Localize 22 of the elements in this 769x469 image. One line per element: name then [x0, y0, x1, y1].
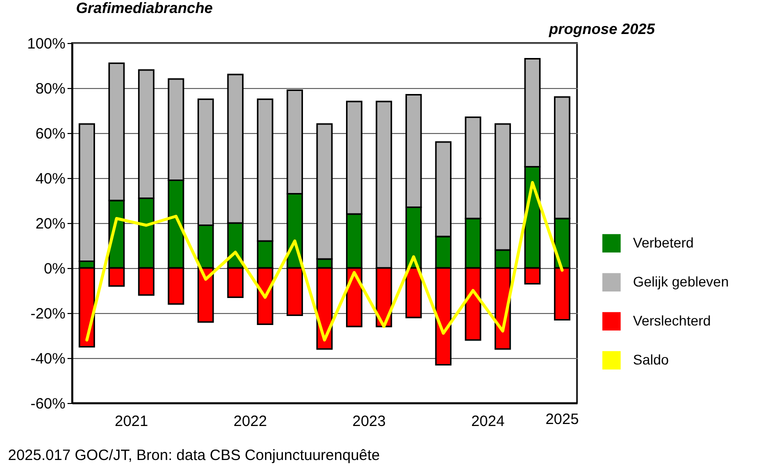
legend-label: Saldo: [633, 351, 670, 368]
text: 2022: [234, 413, 267, 430]
y-tick-label: 100%: [27, 36, 66, 52]
text: 2023: [352, 413, 386, 430]
text: 2025: [545, 411, 579, 428]
y-tick-label: -40%: [30, 350, 66, 368]
legend-label: Verbeterd: [633, 234, 694, 250]
y-tick-label: 40%: [35, 170, 66, 188]
y-tick-label: -60%: [30, 396, 66, 412]
y-tick-label: 80%: [35, 80, 66, 98]
y-tick-label: 20%: [35, 216, 66, 232]
legend-label: Gelijk gebleven: [633, 273, 729, 290]
chart-title: Grafimediabranche: [76, 0, 213, 17]
text: 2025.017 GOC/JT, Bron: data CBS Conjunctuurenquête: [8, 447, 380, 464]
text: 2024: [471, 413, 505, 430]
text: prognose 2025: [548, 21, 656, 38]
y-tick-label: -20%: [30, 306, 66, 322]
text: 2021: [114, 413, 148, 430]
line-series: [85, 181, 564, 342]
y-tick-label: 60%: [35, 126, 66, 142]
y-tick-label: 0%: [44, 260, 66, 278]
legend-label: Verslechterd: [633, 312, 711, 328]
